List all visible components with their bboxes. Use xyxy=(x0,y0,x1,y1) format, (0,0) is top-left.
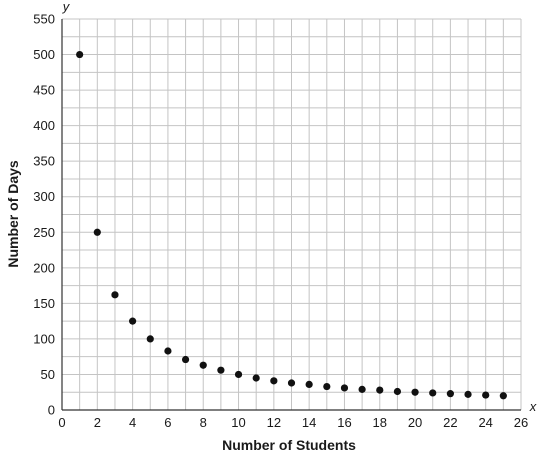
data-point xyxy=(252,374,260,382)
axis-layer xyxy=(61,19,521,411)
y-tick-label: 500 xyxy=(33,47,55,62)
y-tick-label: 100 xyxy=(33,331,55,346)
x-tick-label: 20 xyxy=(408,415,422,430)
grid-layer xyxy=(61,18,522,411)
data-point xyxy=(464,390,472,398)
data-point xyxy=(323,382,331,391)
data-point xyxy=(287,379,296,387)
data-point xyxy=(234,370,243,379)
y-tick-label: 150 xyxy=(33,296,55,311)
x-tick-label: 4 xyxy=(129,415,136,430)
data-point xyxy=(446,390,454,398)
y-tick-label: 350 xyxy=(33,154,55,169)
data-point xyxy=(111,291,119,299)
x-tick-label: 22 xyxy=(443,415,457,430)
y-tick-label: 250 xyxy=(33,225,55,240)
y-tick-label: 450 xyxy=(33,83,55,98)
x-axis-title: Number of Students xyxy=(222,437,356,453)
data-point xyxy=(358,385,366,393)
x-tick-label: 8 xyxy=(200,415,207,430)
data-point xyxy=(129,317,137,325)
x-tick-label: 18 xyxy=(373,415,387,430)
x-tick-label: 6 xyxy=(164,415,171,430)
data-point xyxy=(305,380,313,389)
x-tick-label: 12 xyxy=(267,415,281,430)
y-tick-label: 400 xyxy=(33,118,55,133)
tick-label-layer: 0 2 4 6 8 10 12 14 16 18 20 22 24 2605010015020025030… xyxy=(33,12,528,431)
y-tick-label: 550 xyxy=(33,12,55,27)
data-point xyxy=(270,377,278,385)
x-axis-letter: x xyxy=(529,399,537,414)
data-point xyxy=(76,50,84,59)
data-point xyxy=(146,335,154,343)
data-point xyxy=(164,347,172,355)
data-point xyxy=(376,386,384,394)
x-tick-label: 16 xyxy=(337,415,351,430)
x-tick-label: 14 xyxy=(302,415,316,430)
data-point xyxy=(499,392,507,400)
x-tick-label: 24 xyxy=(478,415,492,430)
data-point xyxy=(482,391,490,399)
x-tick-label: 10 xyxy=(231,415,245,430)
data-point xyxy=(199,361,207,369)
data-point xyxy=(217,366,225,374)
x-tick-label: 26 xyxy=(514,415,528,430)
data-point xyxy=(393,387,402,396)
data-point-layer xyxy=(76,50,507,400)
y-tick-label: 300 xyxy=(33,189,55,204)
data-point xyxy=(93,228,101,236)
x-tick-label: 2 xyxy=(94,415,101,430)
data-point xyxy=(340,384,349,392)
y-tick-label: 0 xyxy=(48,403,55,418)
y-tick-label: 50 xyxy=(41,367,55,382)
x-tick-label: 0 xyxy=(58,415,65,430)
y-tick-label: 200 xyxy=(33,260,55,275)
y-axis-letter: y xyxy=(62,0,71,14)
data-point xyxy=(181,355,190,364)
data-point xyxy=(411,388,419,396)
data-point xyxy=(429,389,437,397)
y-axis-title: Number of Days xyxy=(5,160,21,268)
